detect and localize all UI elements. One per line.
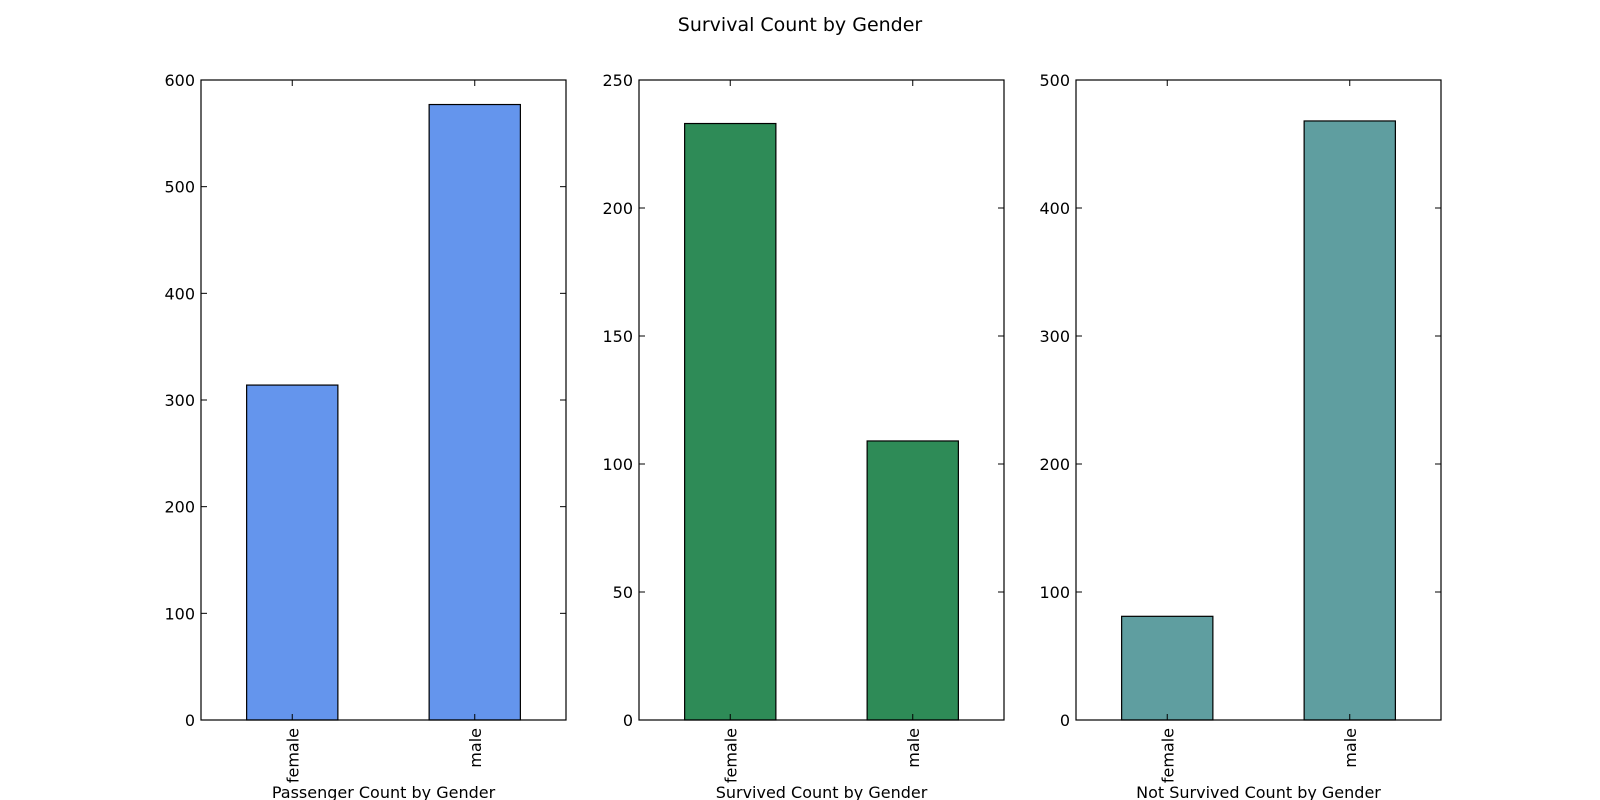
y-tick-label: 100	[1039, 583, 1070, 602]
y-tick-label: 200	[164, 498, 195, 517]
y-tick-label: 500	[1039, 71, 1070, 90]
x-axis-label: Survived Count by Gender	[716, 783, 928, 800]
x-tick-label-female: female	[283, 728, 302, 783]
y-tick-label: 400	[164, 284, 195, 303]
y-tick-label: 50	[613, 583, 633, 602]
subplot-1: 0 100 200 300 400 500 600 female male Passenger C…	[164, 71, 567, 800]
bar-male	[866, 440, 959, 721]
axes-frame	[638, 79, 1005, 721]
y-tick-label: 150	[602, 327, 633, 346]
bar-male	[1303, 120, 1396, 721]
figure-title: Survival Count by Gender	[678, 14, 923, 36]
bar-female	[684, 122, 777, 721]
subplot-3: 0 100 200 300 400 500 female male Not Survived C…	[1039, 71, 1442, 800]
y-tick-label: 300	[1039, 327, 1070, 346]
y-tick-label: 300	[164, 391, 195, 410]
y-tick-label: 100	[164, 604, 195, 623]
bar-female	[1121, 615, 1214, 721]
y-tick-label: 200	[602, 199, 633, 218]
x-axis-label: Passenger Count by Gender	[272, 783, 496, 800]
y-tick-label: 0	[185, 711, 195, 730]
subplot-2: 0 50 100 150 200 250 female male Survived Count …	[602, 71, 1005, 800]
y-tick-label: 200	[1039, 455, 1070, 474]
x-tick-label-female: female	[1158, 728, 1177, 783]
x-tick-label-male: male	[466, 728, 485, 768]
x-tick-label-female: female	[721, 728, 740, 783]
axes-frame	[1075, 79, 1442, 721]
x-tick-label-male: male	[1341, 728, 1360, 768]
x-axis-label: Not Survived Count by Gender	[1136, 783, 1381, 800]
y-tick-label: 100	[602, 455, 633, 474]
y-tick-label: 250	[602, 71, 633, 90]
x-tick-label-male: male	[904, 728, 923, 768]
bar-female	[246, 384, 339, 721]
y-tick-label: 0	[1060, 711, 1070, 730]
bar-male	[428, 103, 521, 721]
y-tick-label: 500	[164, 178, 195, 197]
y-tick-label: 0	[623, 711, 633, 730]
y-tick-label: 400	[1039, 199, 1070, 218]
y-tick-label: 600	[164, 71, 195, 90]
